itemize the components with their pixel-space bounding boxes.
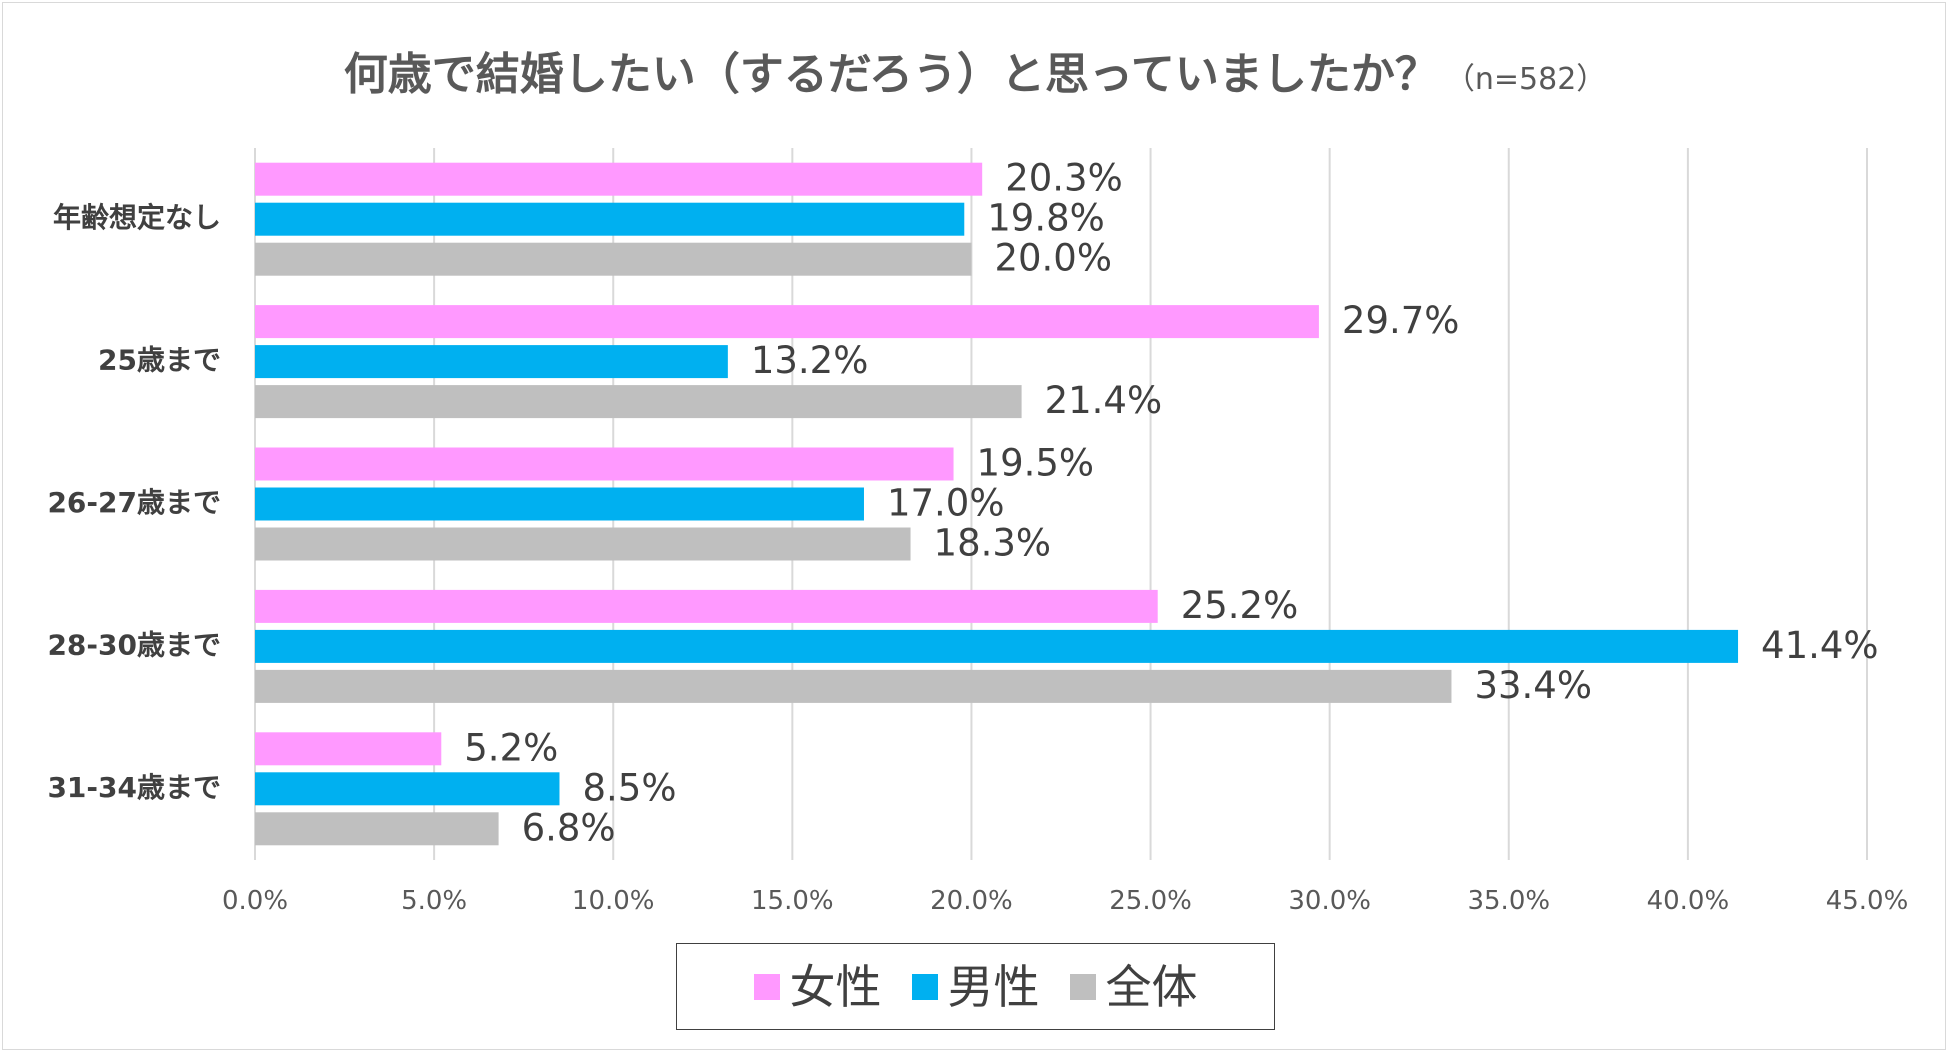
legend-item: 全体 — [1069, 959, 1198, 1014]
data-label: 5.2% — [464, 726, 558, 769]
data-label: 20.3% — [1005, 157, 1123, 200]
legend-item: 女性 — [753, 959, 882, 1014]
bar-female — [255, 447, 954, 481]
bar-female — [255, 732, 442, 766]
legend-swatch — [1069, 973, 1096, 1000]
category-label: 26-27歳まで — [47, 486, 221, 519]
data-label: 41.4% — [1761, 624, 1879, 667]
legend-swatch — [753, 973, 780, 1000]
bar-female — [255, 589, 1158, 623]
x-tick-label: 30.0% — [1288, 886, 1371, 916]
data-label: 29.7% — [1342, 299, 1460, 342]
bar-total — [255, 527, 911, 561]
x-axis-tick-labels: 0.0% 5.0% 10.0% 15.0% 20.0% 25.0% 30.0% 35.0% 40… — [222, 886, 1908, 916]
x-tick-label: 25.0% — [1109, 886, 1192, 916]
chart-subtitle: （n=582） — [1444, 62, 1607, 97]
legend-swatch — [911, 973, 938, 1000]
data-label: 18.3% — [934, 522, 1052, 565]
category-label: 25歳まで — [98, 344, 221, 377]
data-label: 8.5% — [582, 766, 676, 809]
category-label: 年齢想定なし — [53, 201, 221, 234]
bar-total — [255, 385, 1022, 419]
x-tick-label: 15.0% — [751, 886, 834, 916]
category-label: 31-34歳まで — [47, 771, 221, 804]
bar-female — [255, 162, 983, 196]
x-tick-label: 45.0% — [1826, 886, 1909, 916]
x-tick-label: 5.0% — [401, 886, 467, 916]
chart-title-text: 何歳で結婚したい（するだろう）と思っていましたか？ — [343, 49, 1439, 100]
bar-male — [255, 772, 560, 806]
data-label: 33.4% — [1474, 664, 1592, 707]
data-label: 6.8% — [522, 806, 616, 849]
data-label: 25.2% — [1181, 584, 1299, 627]
data-label: 20.0% — [994, 237, 1112, 280]
data-label: 13.2% — [751, 339, 869, 382]
x-tick-label: 35.0% — [1467, 886, 1550, 916]
bar-male — [255, 202, 965, 236]
bar-male — [255, 487, 864, 521]
data-label: 17.0% — [887, 482, 1005, 525]
chart-title: 何歳で結婚したい（するだろう）と思っていましたか？ （n=582） — [0, 38, 1950, 102]
bar-total — [255, 669, 1452, 703]
category-label: 28-30歳まで — [47, 628, 221, 661]
bar-total — [255, 812, 499, 846]
legend-label: 全体 — [1105, 959, 1198, 1014]
legend: 女性 男性 全体 — [676, 943, 1275, 1030]
data-label: 21.4% — [1045, 379, 1163, 422]
legend-label: 男性 — [947, 959, 1040, 1014]
legend-label: 女性 — [789, 959, 882, 1014]
data-label: 19.5% — [977, 442, 1095, 485]
bar-male — [255, 629, 1739, 663]
x-tick-label: 0.0% — [222, 886, 288, 916]
data-labels: 20.3%19.8%20.0% 29.7% 13.2% 21.4% 19.5%17.0%… — [464, 157, 1878, 850]
category-labels: 年齢想定なし 25歳まで 26-27歳まで 28-30歳まで 31-34歳まで — [47, 201, 221, 804]
bar-total — [255, 242, 972, 276]
bars — [255, 162, 1739, 846]
x-tick-label: 10.0% — [572, 886, 655, 916]
legend-item: 男性 — [911, 959, 1040, 1014]
bar-male — [255, 345, 728, 379]
bar-female — [255, 305, 1319, 339]
x-tick-label: 40.0% — [1647, 886, 1730, 916]
x-tick-label: 20.0% — [930, 886, 1013, 916]
data-label: 19.8% — [987, 197, 1105, 240]
